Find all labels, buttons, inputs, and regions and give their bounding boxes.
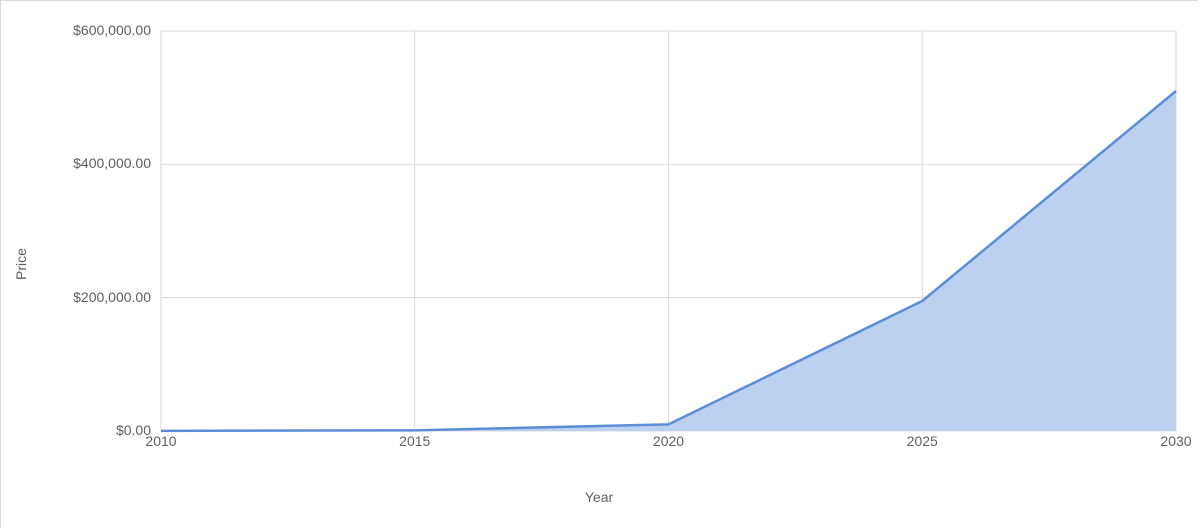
x-tick-label: 2030 <box>1160 433 1191 449</box>
x-tick-label: 2010 <box>145 433 176 449</box>
x-tick-label: 2015 <box>399 433 430 449</box>
x-tick-label: 2020 <box>653 433 684 449</box>
y-tick-label: $400,000.00 <box>1 155 151 171</box>
x-tick-labels: 2010 2015 2020 2025 2030 <box>1 433 1197 453</box>
x-axis-title: Year <box>585 489 613 505</box>
y-axis-title: Price <box>13 248 29 280</box>
y-tick-label: $600,000.00 <box>1 22 151 38</box>
x-tick-label: 2025 <box>907 433 938 449</box>
y-tick-label: $200,000.00 <box>1 289 151 305</box>
chart-container: $0.00$200,000.00$400,000.00$600,000.00 2… <box>0 0 1198 528</box>
